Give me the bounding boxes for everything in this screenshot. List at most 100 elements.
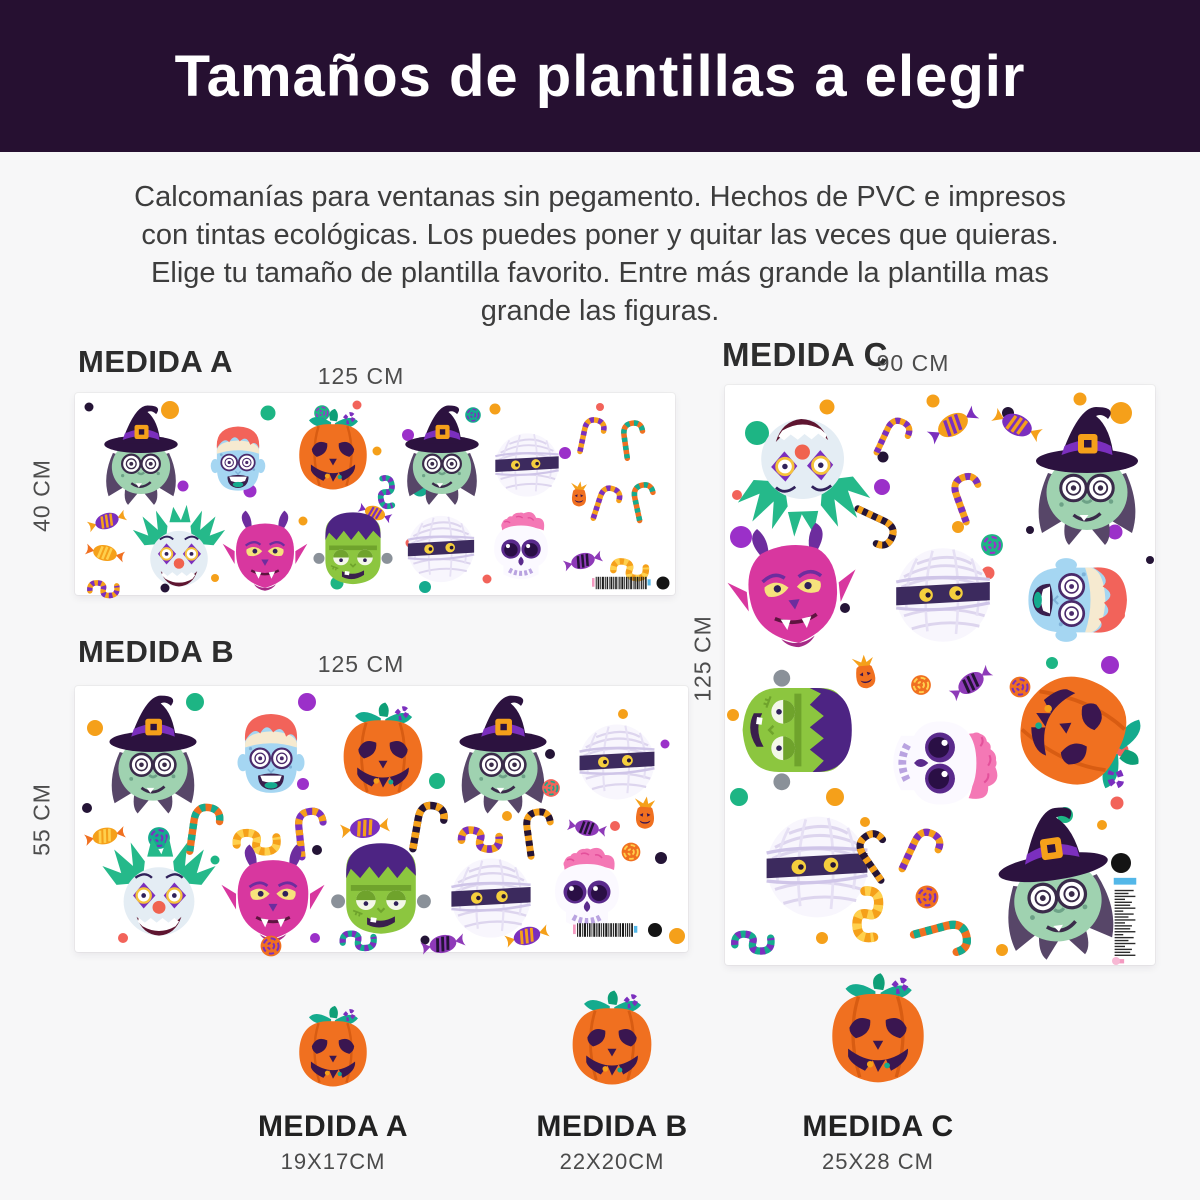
dot-decor: [87, 720, 103, 736]
mummy-sticker: [395, 503, 487, 595]
zombie-sticker: [217, 700, 325, 808]
medida-c-width-label: 90 CM: [876, 350, 950, 376]
dot-decor: [429, 773, 445, 789]
dot-decor: [160, 583, 170, 593]
swirl-sticker: [458, 400, 488, 430]
cane-sticker: [881, 811, 961, 891]
medida-c-label: MEDIDA C: [722, 336, 888, 373]
dot-decor: [660, 739, 670, 749]
devil-sticker: [716, 513, 870, 667]
dot-decor: [297, 778, 309, 790]
medida-c-height-label: 125 CM: [689, 615, 716, 702]
worm-sticker: [839, 881, 911, 953]
candy-sticker: [562, 810, 612, 847]
skull-sticker: [537, 842, 637, 942]
swirl-sticker: [905, 875, 949, 919]
dot-decor: [727, 709, 739, 721]
witch-sticker: [439, 688, 567, 816]
size-example-c-label: MEDIDA C: [802, 1110, 954, 1143]
dot-decor: [655, 852, 667, 864]
dot-decor: [1026, 526, 1034, 534]
dot-decor: [118, 933, 128, 943]
skull-sticker: [479, 507, 563, 591]
cane-sticker: [836, 488, 913, 565]
candy-sticker: [498, 913, 557, 959]
dot-decor: [298, 516, 308, 526]
dot-decor: [610, 821, 620, 831]
worm-sticker: [366, 468, 417, 519]
pumpkinBag-sticker: [561, 477, 597, 513]
zombie-sticker: [1010, 533, 1145, 668]
mummy-sticker: [436, 843, 546, 953]
panel-medida-b: [75, 686, 688, 957]
pumpkinBag-sticker: [837, 645, 893, 701]
candy-sticker: [79, 534, 130, 572]
candy-sticker: [81, 500, 134, 542]
candy-sticker: [78, 816, 131, 856]
dot-decor: [352, 400, 362, 410]
dot-decor: [84, 402, 94, 412]
swirl-sticker: [902, 666, 940, 704]
size-example-b-dimensions: 22X20CM: [559, 1149, 665, 1174]
dot-decor: [211, 574, 219, 582]
header-banner: Tamaños de plantillas a elegir: [0, 0, 1200, 152]
size-example-c-dimensions: 25X28 CM: [822, 1149, 934, 1174]
medida-a-width-label: 125 CM: [317, 363, 405, 389]
cane-sticker: [901, 896, 984, 979]
page-title: Tamaños de plantillas a elegir: [174, 43, 1026, 109]
devil-sticker: [219, 507, 311, 599]
dot-decor: [1112, 957, 1120, 965]
medida-b-height-label: 55 CM: [28, 783, 55, 856]
cane-sticker: [833, 813, 917, 897]
witch-sticker: [87, 399, 195, 507]
cane-sticker: [616, 474, 671, 529]
dot-decor: [826, 788, 844, 806]
dot-decor: [1073, 392, 1087, 406]
candy-sticker: [414, 922, 472, 965]
pumpkin-sticker: [977, 632, 1176, 831]
mummy-sticker: [747, 797, 887, 937]
dot-decor: [260, 405, 276, 421]
dot-decor: [874, 479, 890, 495]
cane-sticker: [930, 460, 1004, 534]
dot-decor: [926, 394, 940, 408]
medida-a-height-label: 40 CM: [28, 459, 55, 532]
size-example-a: MEDIDA A 19X17CM: [213, 1002, 453, 1175]
medida-b-label: MEDIDA B: [78, 634, 235, 669]
panel-medida-a: [75, 393, 675, 599]
cane-sticker: [504, 799, 570, 865]
dot-decor: [656, 576, 670, 590]
worm-sticker: [84, 564, 126, 606]
dot-decor: [372, 446, 382, 456]
dot-decor: [1046, 657, 1058, 669]
medida-a-label: MEDIDA A: [78, 344, 233, 379]
dot-decor: [502, 811, 512, 821]
cane-sticker: [858, 402, 927, 471]
dot-decor: [1110, 796, 1124, 810]
dot-decor: [312, 845, 322, 855]
pumpkin-sticker: [327, 698, 439, 810]
candy-sticker: [939, 653, 1003, 712]
dot-decor: [177, 480, 189, 492]
dot-decor: [298, 693, 316, 711]
worm-sticker: [452, 803, 515, 866]
dot-decor: [1101, 656, 1119, 674]
frank-sticker: [323, 834, 439, 950]
worm-sticker: [336, 912, 384, 960]
barcodeH-sticker: [573, 920, 641, 939]
mummy-sticker: [483, 421, 571, 509]
dot-decor: [816, 932, 828, 944]
frank-sticker: [723, 660, 863, 800]
cane-sticker: [276, 799, 342, 865]
clown-sticker: [100, 833, 218, 951]
dot-decor: [840, 603, 850, 613]
size-example-b-label: MEDIDA B: [536, 1110, 688, 1143]
panel-medida-c: [725, 385, 1155, 965]
size-example-a-label: MEDIDA A: [257, 1110, 409, 1143]
dot-decor: [1110, 402, 1132, 424]
witch-sticker: [388, 399, 496, 507]
swirl-sticker: [251, 926, 291, 966]
candy-sticker: [334, 806, 397, 851]
pumpkin-jack-icon: [556, 986, 668, 1098]
